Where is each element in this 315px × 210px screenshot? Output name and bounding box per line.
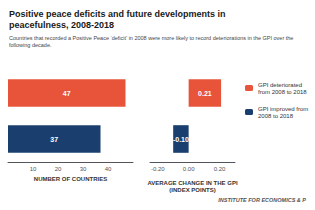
- svg-text:Countries that recorded a Posi: Countries that recorded a Positive Peace…: [9, 35, 293, 41]
- svg-text:AVERAGE CHANGE IN THE GPI: AVERAGE CHANGE IN THE GPI: [147, 180, 238, 186]
- svg-text:from 2008 to 2018: from 2008 to 2018: [258, 89, 307, 95]
- svg-text:GPI deteriorated: GPI deteriorated: [258, 82, 302, 88]
- svg-text:0.00: 0.00: [183, 166, 195, 172]
- svg-text:20: 20: [55, 166, 62, 172]
- svg-text:GPI improved from: GPI improved from: [258, 106, 308, 112]
- svg-text:0.21: 0.21: [198, 90, 212, 97]
- svg-text:-0.20: -0.20: [151, 166, 165, 172]
- svg-text:following decade.: following decade.: [9, 42, 52, 48]
- svg-text:(INDEX POINTS): (INDEX POINTS): [169, 187, 215, 193]
- svg-text:0.20: 0.20: [214, 166, 226, 172]
- svg-text:30: 30: [80, 166, 87, 172]
- svg-text:37: 37: [50, 136, 58, 143]
- svg-text:Positive peace deficits and fu: Positive peace deficits and future devel…: [9, 9, 226, 19]
- svg-text:10: 10: [30, 166, 37, 172]
- svg-text:NUMBER OF COUNTRIES: NUMBER OF COUNTRIES: [34, 176, 107, 182]
- svg-text:peacefulness, 2008-2018: peacefulness, 2008-2018: [9, 20, 114, 30]
- svg-text:-0.10: -0.10: [173, 136, 189, 143]
- svg-text:47: 47: [63, 90, 71, 97]
- svg-text:40: 40: [105, 166, 112, 172]
- svg-text:INSTITUTE FOR ECONOMICS & P: INSTITUTE FOR ECONOMICS & P: [218, 197, 306, 203]
- svg-text:2008 to 2018: 2008 to 2018: [258, 113, 294, 119]
